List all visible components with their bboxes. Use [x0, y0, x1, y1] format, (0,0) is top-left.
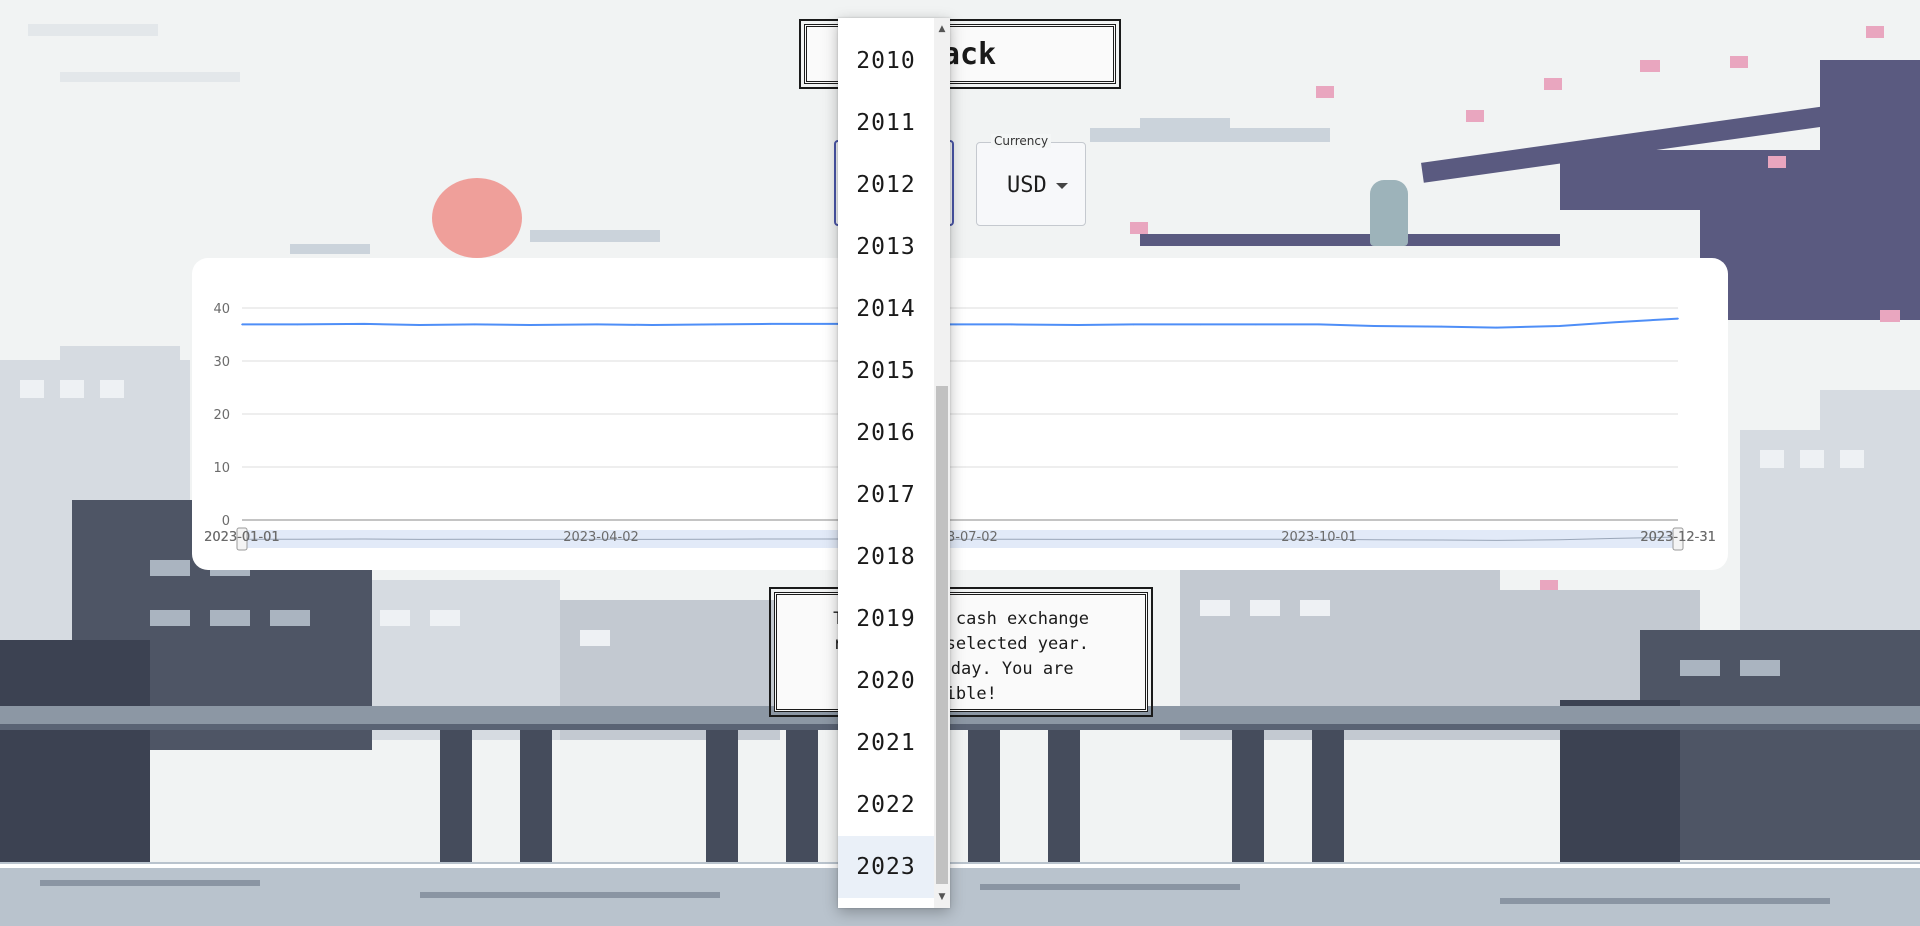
data-point	[1132, 323, 1135, 326]
year-option-2019[interactable]: 2019	[856, 606, 916, 632]
data-point	[1199, 323, 1202, 326]
data-point	[1440, 325, 1443, 328]
range-slider-end-handle[interactable]	[1672, 527, 1684, 551]
dropdown-scrollbar-thumb[interactable]	[936, 386, 948, 884]
year-option-2023[interactable]: 2023	[838, 836, 934, 898]
year-option-2017[interactable]: 2017	[856, 482, 916, 508]
range-slider-start-handle[interactable]	[236, 527, 248, 551]
chevron-down-icon	[1056, 183, 1068, 189]
year-option-2018[interactable]: 2018	[856, 544, 916, 570]
scroll-down-arrow-icon[interactable]: ▼	[938, 892, 946, 902]
data-point	[651, 324, 654, 326]
data-point	[363, 323, 366, 325]
currency-value: USD	[1007, 173, 1047, 198]
data-point	[529, 324, 531, 326]
data-point	[1255, 323, 1257, 326]
y-tick-label: 40	[213, 302, 230, 317]
data-point	[241, 323, 243, 326]
data-point	[714, 323, 717, 326]
data-point	[1614, 321, 1616, 324]
year-option-2012[interactable]: 2012	[856, 172, 916, 198]
data-point	[1495, 326, 1498, 329]
data-point	[1558, 325, 1561, 327]
year-option-2021[interactable]: 2021	[856, 730, 916, 756]
year-option-2013[interactable]: 2013	[856, 234, 916, 260]
y-tick-label: 30	[213, 355, 230, 370]
exchange-rate-chart: 0 10 20 30 40 2023-01-01 2023-04-02 2023-07-02 2…	[192, 258, 1728, 570]
x-tick-label: 2023-04-02	[563, 530, 639, 545]
sun-icon	[432, 178, 522, 258]
year-option-2015[interactable]: 2015	[856, 358, 916, 384]
data-point	[1010, 323, 1013, 326]
scroll-up-arrow-icon[interactable]: ▲	[938, 24, 946, 34]
data-point	[1318, 323, 1320, 326]
data-point	[955, 323, 957, 326]
year-option-2010[interactable]: 2010	[856, 48, 916, 74]
year-option-2022[interactable]: 2022	[856, 792, 916, 818]
x-tick-label: 2023-01-01	[204, 530, 280, 545]
data-point	[1373, 325, 1376, 327]
year-option-2014[interactable]: 2014	[856, 296, 916, 322]
series-line	[242, 317, 1679, 329]
y-tick-label: 10	[213, 461, 230, 476]
data-point	[596, 323, 598, 326]
x-tick-label: 2023-12-31	[1640, 530, 1716, 545]
data-point	[1077, 324, 1080, 326]
y-tick-label: 0	[222, 514, 230, 529]
year-dropdown-list[interactable]: ▲ ▼ 2010 2011 2012 2013 2014 2015 2016 2017 2018…	[838, 18, 950, 908]
range-slider-line	[242, 536, 1679, 541]
data-point	[1677, 317, 1679, 320]
info-box: The NBU cash exchange rate he selected y…	[769, 587, 1153, 717]
y-tick-label: 20	[213, 408, 230, 423]
currency-select[interactable]: Currency USD	[976, 134, 1086, 226]
year-option-2020[interactable]: 2020	[856, 668, 916, 694]
data-point	[473, 323, 476, 326]
year-option-2016[interactable]: 2016	[856, 420, 916, 446]
slider-end-label: 2023-12-31	[1640, 530, 1716, 545]
x-tick-label: 2023-10-01	[1281, 530, 1357, 545]
data-point	[418, 324, 421, 326]
slider-start-label: 2023-01-01	[204, 530, 280, 545]
data-point	[769, 323, 772, 325]
currency-label: Currency	[991, 134, 1052, 148]
year-option-2011[interactable]: 2011	[856, 110, 916, 136]
data-point	[296, 323, 299, 326]
